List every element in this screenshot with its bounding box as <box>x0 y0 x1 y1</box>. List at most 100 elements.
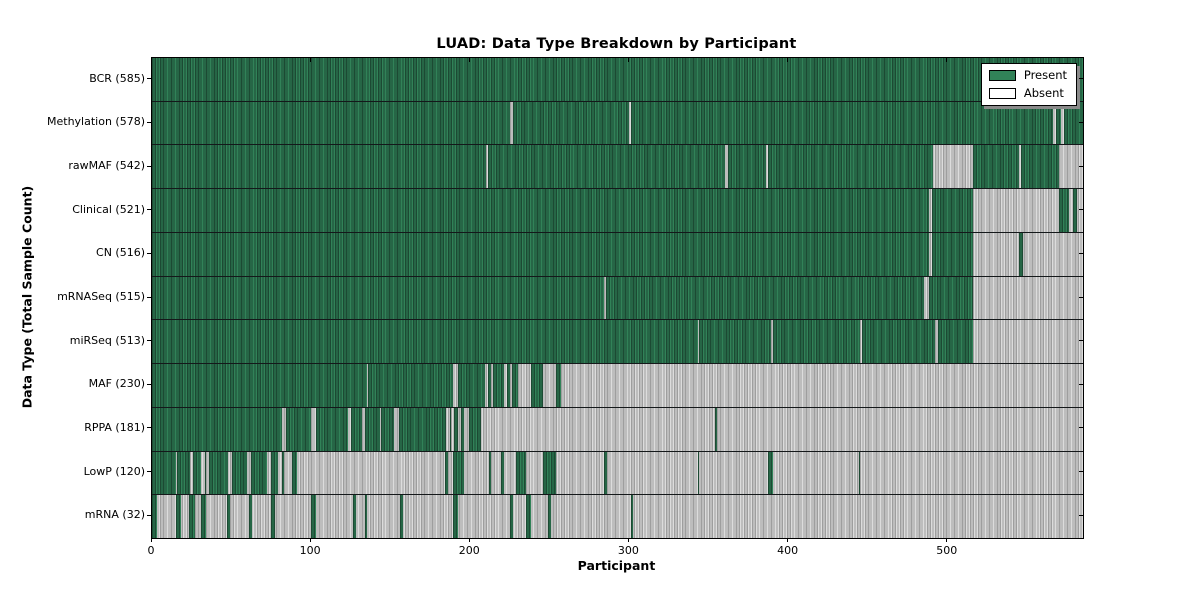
present-segment <box>188 495 195 539</box>
y-tick-right <box>1079 165 1083 167</box>
present-segment <box>444 451 448 495</box>
present-segment <box>282 451 285 495</box>
present-segment <box>204 451 207 495</box>
present-segment <box>513 101 630 145</box>
present-segment <box>715 407 717 451</box>
x-tick-label: 0 <box>147 544 155 557</box>
x-tick-label: 200 <box>458 544 480 557</box>
present-segment <box>500 451 504 495</box>
present-segment <box>350 407 363 451</box>
present-segment <box>365 495 367 539</box>
present-segment <box>152 364 367 407</box>
row-rppa <box>152 406 1083 451</box>
present-segment <box>516 451 526 495</box>
present-segment <box>1055 101 1061 145</box>
row-bcr <box>152 58 1083 101</box>
present-segment <box>152 101 511 145</box>
present-segment <box>631 495 633 539</box>
present-segment <box>928 276 974 320</box>
present-segment <box>1063 101 1083 145</box>
y-tick-right <box>1079 427 1083 429</box>
present-segment <box>152 407 283 451</box>
y-tick-right <box>1079 252 1083 254</box>
present-segment <box>209 451 229 495</box>
y-tick-left <box>147 209 151 211</box>
present-segment <box>548 495 552 539</box>
x-tick-label: 500 <box>936 544 958 557</box>
x-tick-bottom <box>150 538 152 542</box>
x-tick-label: 400 <box>777 544 799 557</box>
plot-area: Present Absent <box>151 57 1084 539</box>
present-segment <box>543 451 557 495</box>
present-segment <box>449 407 452 451</box>
present-segment <box>1019 232 1023 276</box>
present-segment <box>368 364 453 407</box>
present-segment <box>152 232 929 276</box>
x-tick-bottom <box>468 538 470 542</box>
present-segment <box>454 407 458 451</box>
x-tick-bottom <box>309 538 311 542</box>
y-tick-left <box>147 78 151 80</box>
y-tick-right <box>1079 514 1083 516</box>
present-segment <box>381 407 394 451</box>
present-segment <box>193 451 202 495</box>
present-segment <box>772 320 861 364</box>
present-segment <box>201 495 207 539</box>
y-tick-right <box>1079 78 1083 80</box>
x-tick-bottom <box>787 538 789 542</box>
present-segment <box>1020 145 1060 189</box>
present-segment <box>556 364 561 407</box>
present-segment <box>631 101 1053 145</box>
present-segment <box>1059 189 1069 232</box>
y-tick-left <box>147 383 151 385</box>
present-segment <box>487 364 491 407</box>
present-segment <box>292 451 297 495</box>
y-tick-left <box>147 340 151 342</box>
x-tick-bottom <box>946 538 948 542</box>
present-swatch <box>988 70 1016 81</box>
y-tick-left <box>147 165 151 167</box>
present-segment <box>398 407 447 451</box>
legend-entry-absent: Absent <box>988 87 1067 100</box>
present-segment <box>938 320 974 364</box>
present-segment <box>152 276 604 320</box>
x-tick-top <box>309 58 311 62</box>
present-segment <box>468 407 482 451</box>
row-cn <box>152 231 1083 276</box>
present-segment <box>697 451 700 495</box>
present-segment <box>249 495 253 539</box>
chart-title: LUAD: Data Type Breakdown by Participant <box>436 36 797 52</box>
present-segment <box>152 451 176 495</box>
present-segment <box>315 407 348 451</box>
y-tick-right <box>1079 383 1083 385</box>
present-segment <box>506 364 511 407</box>
row-label-lowp: LowP (120) <box>83 464 145 478</box>
present-segment <box>858 451 861 495</box>
present-segment <box>511 364 519 407</box>
present-segment <box>728 145 767 189</box>
row-label-mrna: mRNA (32) <box>84 508 145 522</box>
row-label-mirseq: miRSeq (513) <box>69 333 145 347</box>
y-tick-left <box>147 427 151 429</box>
row-label-rawmaf: rawMAF (542) <box>68 159 145 173</box>
present-segment <box>767 145 934 189</box>
present-segment <box>931 189 974 232</box>
y-tick-left <box>147 471 151 473</box>
x-tick-label: 300 <box>617 544 639 557</box>
row-label-cn: CN (516) <box>96 246 145 260</box>
y-tick-right <box>1079 471 1083 473</box>
present-segment <box>152 495 157 539</box>
present-segment <box>605 276 924 320</box>
row-label-clinical: Clinical (521) <box>72 202 145 216</box>
legend-entry-present: Present <box>988 69 1067 82</box>
row-mrna <box>152 494 1083 539</box>
x-tick-top <box>946 58 948 62</box>
present-segment <box>231 451 248 495</box>
x-tick-bottom <box>627 538 629 542</box>
present-segment <box>699 320 772 364</box>
present-segment <box>457 364 485 407</box>
present-segment <box>352 495 356 539</box>
y-tick-left <box>147 514 151 516</box>
present-segment <box>510 495 514 539</box>
